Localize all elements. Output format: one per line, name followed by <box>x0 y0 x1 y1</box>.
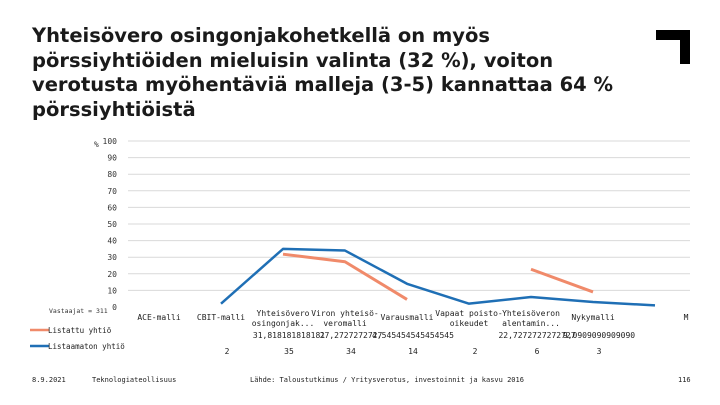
legend-label: Listattu yhtiö <box>48 326 112 335</box>
data-table-value: 2 <box>473 347 478 356</box>
data-table-value: 3 <box>597 347 602 356</box>
y-axis-label: % <box>94 140 99 149</box>
series-line-listattu <box>530 267 594 294</box>
y-tick-label: 50 <box>107 220 117 229</box>
respondents-note: Vastaajat = 311 <box>49 307 108 315</box>
data-table-value: 2 <box>225 347 230 356</box>
data-table-value: 31,818181818181 <box>253 331 325 340</box>
y-tick-label: 90 <box>107 154 117 163</box>
legend-label: Listaamaton yhtiö <box>48 342 125 351</box>
data-table-value: 34 <box>346 347 356 356</box>
y-tick-label: 30 <box>107 253 117 262</box>
x-category-label: Vapaat poisto-oikeudet <box>435 309 502 328</box>
data-table-value: 4,545454545454545 <box>372 331 454 340</box>
footer-source: Lähde: Taloustutkimus / Yritysverotus, i… <box>250 376 524 384</box>
series-line-listattu <box>282 252 408 301</box>
data-table-value: 35 <box>284 347 294 356</box>
y-tick-label: 0 <box>112 303 117 312</box>
slide-title: Yhteisövero osingonjakohetkellä on myös … <box>32 24 614 121</box>
y-tick-label: 10 <box>107 286 117 295</box>
x-category-label: Nykymalli <box>571 313 615 322</box>
data-table-value: 22,7272727272727 <box>498 331 575 340</box>
y-tick-label: 40 <box>107 237 117 246</box>
data-table-value: 9,0909090909090 <box>563 331 635 340</box>
series-line-listaamaton <box>220 247 656 307</box>
data-table-value: 27,2727272727 <box>320 331 383 340</box>
x-category-label: Varausmalli <box>381 313 434 322</box>
brand-logo-icon <box>656 30 690 64</box>
x-category-label: Viron yhteisö-veromalli <box>311 309 378 328</box>
y-tick-label: 100 <box>103 137 118 146</box>
y-tick-label: 80 <box>107 170 117 179</box>
data-table-value: 14 <box>408 347 418 356</box>
x-category-label: M <box>684 313 689 322</box>
x-category-label: CBIT-malli <box>197 313 245 322</box>
x-category-label: Yhteisöveron alentamin... <box>502 309 560 328</box>
footer-org: Teknologiateollisuus <box>92 376 177 384</box>
y-tick-label: 60 <box>107 203 117 212</box>
y-tick-label: 20 <box>107 270 117 279</box>
y-tick-label: 70 <box>107 187 117 196</box>
data-table-value: 6 <box>535 347 540 356</box>
x-category-label: Yhteisövero osingonjak... <box>252 309 315 328</box>
footer-date: 8.9.2021 <box>32 376 66 384</box>
x-category-label: ACE-malli <box>137 313 181 322</box>
page-number: 116 <box>678 376 691 384</box>
